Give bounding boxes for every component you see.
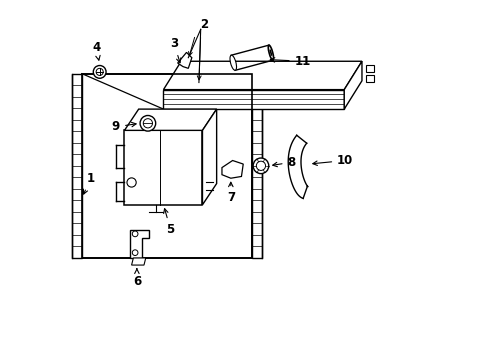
Polygon shape [82, 74, 252, 258]
Polygon shape [164, 90, 344, 109]
Polygon shape [130, 230, 149, 258]
Polygon shape [344, 61, 362, 109]
Text: 7: 7 [227, 182, 235, 204]
Polygon shape [164, 61, 362, 90]
Text: 3: 3 [170, 37, 181, 63]
Polygon shape [178, 53, 192, 68]
Ellipse shape [230, 55, 237, 70]
Text: 5: 5 [164, 209, 175, 236]
Circle shape [253, 158, 269, 174]
Circle shape [132, 231, 138, 237]
Polygon shape [366, 65, 374, 72]
Ellipse shape [268, 45, 273, 60]
Circle shape [93, 66, 106, 78]
Polygon shape [222, 161, 243, 178]
Circle shape [132, 250, 138, 256]
Polygon shape [124, 109, 217, 130]
Polygon shape [252, 74, 262, 258]
Circle shape [127, 178, 136, 187]
Polygon shape [124, 130, 202, 205]
Text: 10: 10 [313, 154, 353, 167]
Text: 1: 1 [83, 172, 95, 194]
Polygon shape [132, 258, 146, 265]
Polygon shape [72, 74, 82, 258]
Text: 2: 2 [200, 18, 208, 31]
Circle shape [140, 116, 156, 131]
Text: 4: 4 [92, 41, 100, 60]
Polygon shape [366, 75, 374, 82]
Text: 11: 11 [270, 55, 311, 68]
Text: 8: 8 [273, 156, 296, 169]
Circle shape [256, 161, 266, 170]
Text: 6: 6 [133, 269, 141, 288]
Polygon shape [202, 109, 217, 205]
Text: 9: 9 [112, 120, 136, 133]
